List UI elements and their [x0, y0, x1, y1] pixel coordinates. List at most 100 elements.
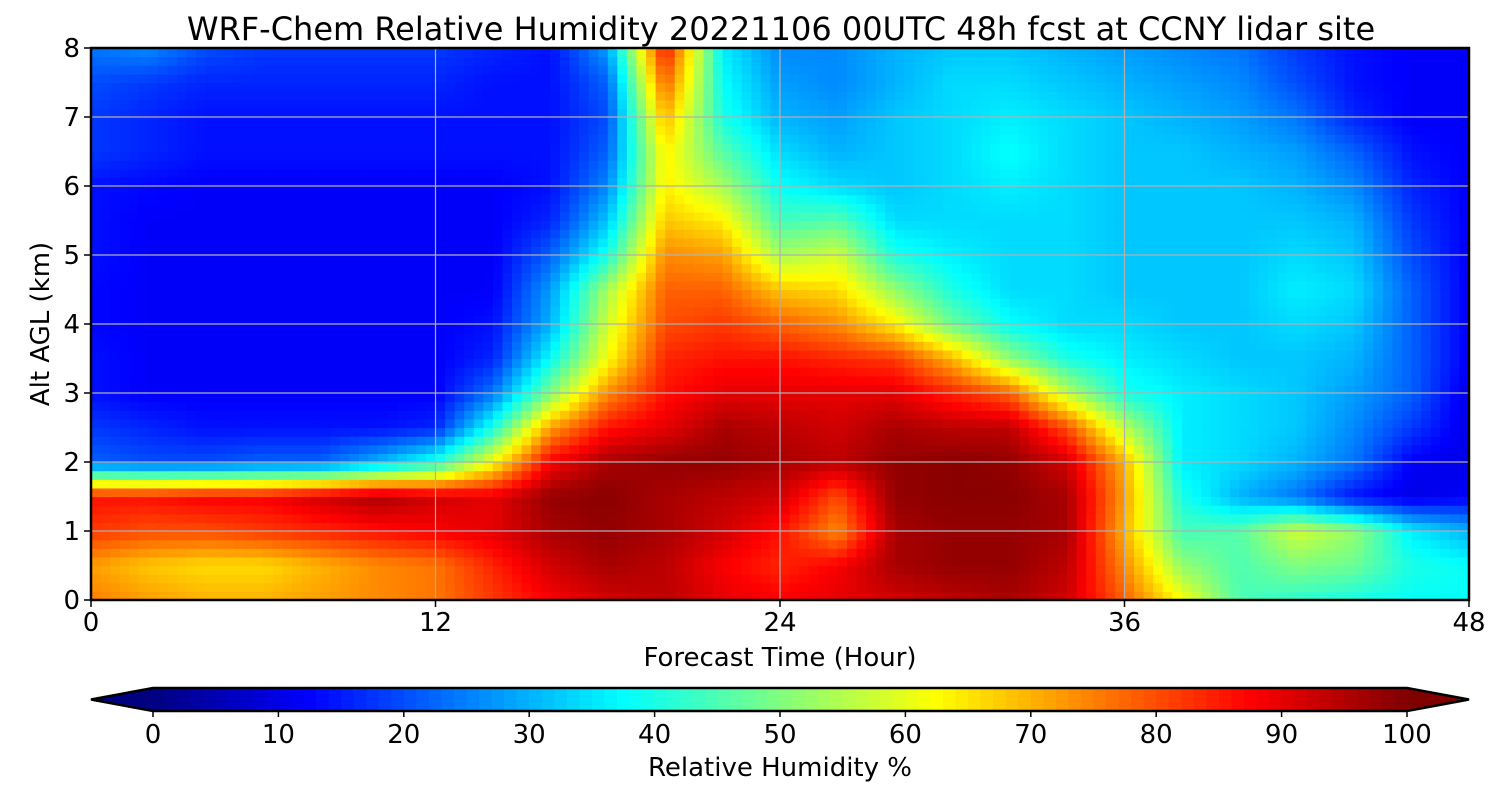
heatmap-cell — [521, 349, 532, 360]
heatmap-cell — [272, 384, 283, 394]
heatmap-cell — [1287, 444, 1298, 454]
heatmap-cell — [1220, 505, 1231, 515]
heatmap-cell — [291, 479, 303, 489]
heatmap-cell — [1268, 539, 1279, 549]
heatmap-cell — [913, 367, 925, 377]
heatmap-cell — [1047, 393, 1059, 403]
heatmap-cell — [301, 548, 312, 558]
heatmap-cell — [1306, 556, 1317, 567]
heatmap-cell — [1047, 358, 1059, 368]
heatmap-cell — [1335, 470, 1346, 480]
heatmap-cell — [923, 349, 934, 360]
heatmap-cell — [1028, 349, 1039, 360]
heatmap-cell — [799, 462, 810, 472]
heatmap-cell — [770, 332, 781, 342]
heatmap-cell — [502, 513, 513, 523]
heatmap-cell — [569, 298, 580, 308]
heatmap-cell — [980, 462, 992, 472]
heatmap-cell — [1411, 349, 1422, 360]
heatmap-cell — [588, 479, 599, 489]
heatmap-cell — [512, 505, 523, 515]
heatmap-cell — [1019, 470, 1030, 480]
heatmap-cell — [1373, 358, 1384, 368]
heatmap-cell — [703, 487, 714, 498]
heatmap-cell — [1306, 375, 1317, 385]
heatmap-cell — [550, 418, 561, 429]
heatmap-cell — [1382, 324, 1394, 334]
heatmap-cell — [550, 444, 561, 454]
heatmap-cell — [569, 349, 580, 360]
heatmap-cell — [253, 531, 264, 541]
heatmap-cell — [1105, 375, 1116, 385]
heatmap-cell — [693, 401, 705, 411]
heatmap-cell — [253, 436, 264, 446]
heatmap-cell — [923, 410, 934, 420]
heatmap-cell — [1239, 384, 1250, 394]
heatmap-cell — [1210, 375, 1221, 385]
heatmap-cell — [1373, 410, 1384, 420]
heatmap-cell — [1210, 565, 1221, 575]
heatmap-cell — [751, 462, 762, 472]
heatmap-cell — [244, 367, 255, 377]
heatmap-cell — [1229, 410, 1240, 420]
heatmap-cell — [1248, 574, 1260, 584]
heatmap-cell — [1306, 384, 1317, 394]
heatmap-cell — [1229, 444, 1240, 454]
heatmap-cell — [1210, 574, 1221, 584]
heatmap-cell — [1335, 393, 1346, 403]
heatmap-cell — [91, 539, 102, 549]
heatmap-cell — [1354, 548, 1365, 558]
heatmap-cell — [1335, 341, 1346, 351]
heatmap-cell — [1229, 548, 1240, 558]
heatmap-cell — [579, 324, 590, 334]
heatmap-cell — [1134, 384, 1145, 394]
heatmap-cell — [157, 436, 169, 446]
heatmap-cell — [1201, 444, 1212, 454]
heatmap-cell — [1019, 367, 1030, 377]
heatmap-cell — [1239, 418, 1250, 429]
heatmap-cell — [1382, 427, 1394, 437]
heatmap-cell — [866, 539, 877, 549]
heatmap-cell — [282, 479, 293, 489]
heatmap-cell — [1440, 487, 1451, 498]
heatmap-cell — [1325, 332, 1336, 342]
heatmap-cell — [1421, 591, 1432, 601]
heatmap-cell — [1076, 367, 1087, 377]
heatmap-cell — [406, 393, 417, 403]
heatmap-cell — [1277, 393, 1288, 403]
heatmap-cell — [693, 496, 705, 506]
heatmap-cell — [952, 548, 963, 558]
heatmap-cell — [550, 298, 561, 308]
heatmap-cell — [91, 401, 102, 411]
heatmap-cell — [110, 306, 121, 316]
heatmap-cell — [521, 479, 532, 489]
heatmap-cell — [119, 462, 130, 472]
heatmap-cell — [1028, 453, 1039, 463]
heatmap-cell — [110, 539, 121, 549]
heatmap-cell — [1181, 539, 1193, 549]
heatmap-cell — [301, 367, 312, 377]
heatmap-cell — [1335, 315, 1346, 325]
heatmap-cell — [1047, 574, 1059, 584]
heatmap-cell — [1258, 410, 1269, 420]
heatmap-cell — [540, 384, 551, 394]
heatmap-cell — [1239, 470, 1250, 480]
heatmap-cell — [1076, 427, 1087, 437]
heatmap-cell — [980, 436, 992, 446]
heatmap-cell — [311, 453, 322, 463]
heatmap-cell — [1086, 531, 1097, 541]
heatmap-cell — [531, 306, 542, 316]
heatmap-cell — [808, 479, 819, 489]
heatmap-cell — [358, 341, 370, 351]
heatmap-cell — [531, 315, 542, 325]
heatmap-cell — [885, 565, 896, 575]
heatmap-cell — [1143, 349, 1154, 360]
heatmap-cell — [1392, 358, 1403, 368]
heatmap-cell — [655, 384, 666, 394]
heatmap-cell — [301, 470, 312, 480]
heatmap-cell — [1000, 401, 1011, 411]
heatmap-cell — [1430, 505, 1441, 515]
chart-title: WRF-Chem Relative Humidity 20221106 00UT… — [187, 10, 1375, 48]
heatmap-cell — [1440, 401, 1451, 411]
heatmap-cell — [1172, 375, 1183, 385]
